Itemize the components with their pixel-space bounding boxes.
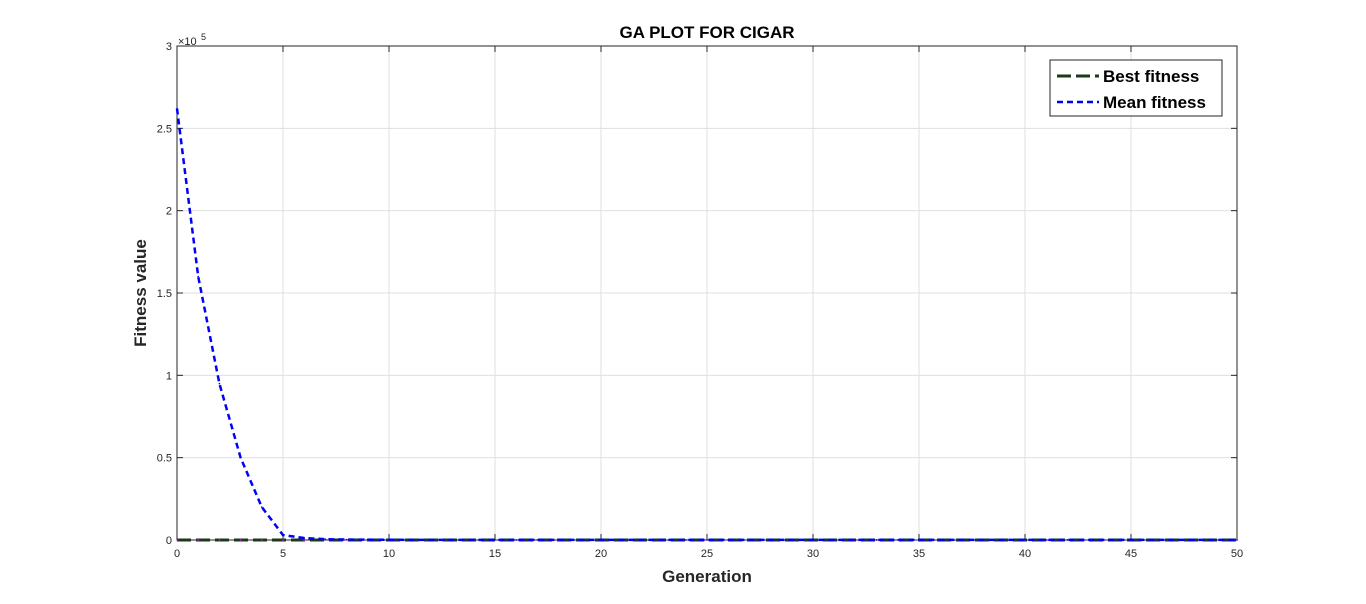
x-tick-label: 5: [280, 548, 286, 560]
legend-label-best: Best fitness: [1103, 67, 1199, 86]
data-point-best-fitness: [303, 539, 306, 541]
data-point-mean-fitness: [409, 539, 412, 541]
data-point-mean-fitness: [854, 539, 857, 541]
data-point-mean-fitness: [791, 539, 793, 541]
data-point-mean-fitness: [1045, 539, 1047, 541]
data-point-mean-fitness: [1172, 539, 1175, 541]
data-point-best-fitness: [176, 539, 178, 541]
data-point-mean-fitness: [579, 539, 581, 541]
data-point-mean-fitness: [1024, 539, 1026, 541]
x-tick-label: 50: [1231, 548, 1243, 560]
data-point-mean-fitness: [303, 537, 306, 539]
x-tick-label: 35: [913, 548, 925, 560]
chart-title: GA PLOT FOR CIGAR: [619, 23, 794, 42]
legend: Best fitness Mean fitness: [1049, 59, 1223, 117]
data-point-mean-fitness: [812, 539, 814, 541]
data-point-mean-fitness: [239, 456, 242, 459]
x-tick-label: 40: [1019, 548, 1031, 560]
data-point-mean-fitness: [388, 538, 390, 541]
legend-box: [1049, 59, 1223, 117]
data-point-mean-fitness: [1236, 539, 1238, 541]
y-axis-exponent: ×10 5: [178, 32, 206, 48]
data-point-mean-fitness: [1151, 539, 1153, 541]
y-tick-label: 3: [166, 41, 172, 53]
x-tick-label: 20: [595, 548, 607, 560]
data-point-mean-fitness: [833, 539, 835, 541]
y-tick-label: 1: [166, 370, 172, 382]
data-point-mean-fitness: [324, 538, 327, 540]
data-point-mean-fitness: [642, 539, 645, 541]
series-layer: [175, 107, 1238, 542]
y-axis-label: Fitness value: [131, 239, 150, 347]
legend-label-mean: Mean fitness: [1103, 93, 1206, 112]
axis-ticks: 0 5 10 15 20 25 30 35 40 45 50 0 0.5 1 1.5 2 2.5 3: [157, 41, 1243, 560]
x-tick-label: 25: [701, 548, 713, 560]
data-point-mean-fitness: [875, 539, 878, 541]
data-point-mean-fitness: [981, 539, 984, 541]
data-point-mean-fitness: [1130, 539, 1132, 541]
data-point-mean-fitness: [621, 539, 623, 541]
data-point-mean-fitness: [1003, 539, 1005, 541]
y-tick-label: 1.5: [157, 288, 172, 300]
data-point-mean-fitness: [473, 539, 475, 541]
data-point-mean-fitness: [1193, 539, 1196, 541]
data-point-mean-fitness: [282, 534, 284, 536]
x-tick-label: 30: [807, 548, 819, 560]
data-point-mean-fitness: [918, 539, 920, 541]
y-tick-label: 2.5: [157, 123, 172, 135]
data-point-mean-fitness: [600, 539, 602, 541]
data-point-mean-fitness: [218, 382, 221, 385]
data-point-best-fitness: [261, 539, 263, 541]
data-point-mean-fitness: [769, 539, 772, 541]
data-point-mean-fitness: [727, 539, 729, 541]
x-axis-label: Generation: [662, 567, 752, 586]
data-point-mean-fitness: [1066, 539, 1069, 541]
y-tick-label: 0: [166, 535, 172, 547]
data-point-mean-fitness: [1087, 539, 1090, 541]
data-point-mean-fitness: [536, 539, 539, 541]
series-line-mean-fitness: [175, 108, 1237, 542]
data-point-best-fitness: [197, 539, 199, 541]
data-point-mean-fitness: [748, 539, 751, 541]
data-point-mean-fitness: [176, 107, 178, 110]
data-point-mean-fitness: [685, 539, 687, 541]
x-tick-label: 15: [489, 548, 501, 560]
data-point-mean-fitness: [663, 539, 666, 541]
y-exponent-power: 5: [201, 32, 206, 42]
y-exponent-base: ×10: [178, 36, 197, 48]
data-point-mean-fitness: [1109, 539, 1111, 541]
data-point-mean-fitness: [430, 539, 433, 541]
x-tick-label: 45: [1125, 548, 1137, 560]
data-point-mean-fitness: [515, 539, 517, 541]
data-point-mean-fitness: [960, 539, 963, 541]
y-tick-label: 2: [166, 206, 172, 218]
data-point-mean-fitness: [367, 538, 369, 541]
data-point-mean-fitness: [261, 506, 263, 508]
data-point-mean-fitness: [451, 539, 454, 541]
data-point-mean-fitness: [197, 275, 199, 278]
data-point-mean-fitness: [1215, 539, 1217, 541]
x-tick-label: 0: [174, 548, 180, 560]
data-point-mean-fitness: [897, 539, 899, 541]
data-point-mean-fitness: [494, 539, 496, 541]
y-tick-label: 0.5: [157, 453, 172, 465]
data-point-mean-fitness: [557, 539, 560, 541]
data-point-best-fitness: [239, 539, 242, 541]
data-point-best-fitness: [218, 539, 221, 541]
data-point-mean-fitness: [345, 538, 348, 541]
data-point-mean-fitness: [939, 539, 941, 541]
data-point-best-fitness: [282, 539, 284, 541]
data-point-mean-fitness: [706, 539, 708, 541]
x-tick-label: 10: [383, 548, 395, 560]
